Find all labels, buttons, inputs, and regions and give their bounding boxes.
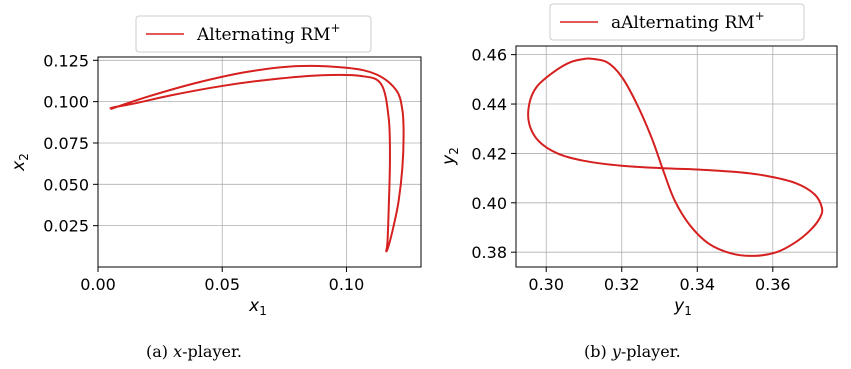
panel-a-series-line (109, 64, 405, 253)
panel-b-y-ticks: 0.38 0.40 0.42 0.44 0.46 (471, 46, 516, 262)
panel-a-legend-box (135, 15, 372, 53)
x-tick-label: 0.05 (204, 275, 240, 294)
x-tick-label: 0.32 (604, 275, 640, 294)
y-tick-label: 0.46 (471, 46, 507, 65)
panel-a-axes-frame (97, 56, 422, 268)
y-tick-label: 0.100 (43, 93, 89, 112)
panel-a-grid (97, 57, 421, 267)
panel-a-legend-label: Alternating RM+ (196, 21, 341, 45)
panel-a-y-ticks: 0.025 0.050 0.075 0.100 0.125 (43, 51, 98, 236)
panel-b-xlabel: y1 (673, 296, 692, 318)
panel-b-legend-box (549, 3, 805, 41)
panel-a: 0.00 0.05 0.10 0.025 0.050 0.075 0.100 0.125 x… (9, 15, 422, 361)
panel-a-legend: Alternating RM+ (135, 15, 372, 53)
panel-b-legend-label: aAlternating RM+ (611, 9, 765, 33)
panel-b-legend: aAlternating RM+ (549, 3, 805, 41)
panel-a-xlabel: x1 (248, 296, 267, 318)
y-tick-label: 0.38 (471, 243, 507, 262)
panel-b-x-ticks: 0.30 0.32 0.34 0.36 (528, 267, 791, 294)
panel-b-ylabel: y2 (439, 147, 461, 166)
panel-b-caption: (b) y-player. (584, 342, 681, 361)
x-tick-label: 0.30 (528, 275, 564, 294)
x-tick-label: 0.34 (679, 275, 715, 294)
y-tick-label: 0.050 (43, 175, 89, 194)
panel-b-series-line (527, 57, 824, 257)
panel-a-caption: (a) x-player. (146, 342, 242, 361)
y-tick-label: 0.40 (471, 194, 507, 213)
panel-b-axes-frame (515, 45, 838, 268)
x-tick-label: 0.00 (80, 275, 116, 294)
y-tick-label: 0.125 (43, 51, 89, 70)
x-tick-label: 0.36 (755, 275, 791, 294)
y-tick-label: 0.44 (471, 95, 507, 114)
y-tick-label: 0.025 (43, 217, 89, 236)
panel-a-x-ticks: 0.00 0.05 0.10 (80, 267, 364, 294)
panel-a-ylabel: x2 (9, 153, 31, 172)
panel-b: 0.30 0.32 0.34 0.36 0.38 0.40 0.42 0.44 0.46 y1… (439, 3, 838, 361)
y-tick-label: 0.075 (43, 134, 89, 153)
panel-b-grid (516, 46, 837, 267)
x-tick-label: 0.10 (329, 275, 365, 294)
y-tick-label: 0.42 (471, 144, 507, 163)
